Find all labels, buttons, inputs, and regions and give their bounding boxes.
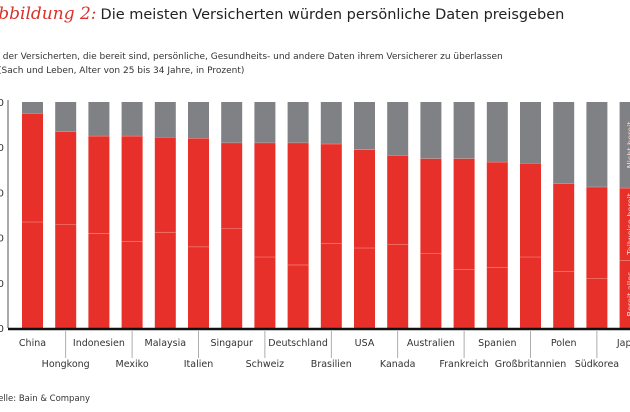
x-category-label: Frankreich [439,359,488,370]
bar-segment-bereit-alles [420,253,442,328]
bar-segment-bereit-alles [320,243,342,328]
bar-segment-nicht-bereit [55,102,77,132]
bar-segment-bereit-alles [154,231,176,328]
y-tick-label: 40 [0,234,4,245]
legend-label: Teilweise bereit [626,193,630,256]
bar-segment-nicht-bereit [154,102,176,138]
y-tick-label: 80 [0,143,4,154]
x-category-label: Polen [551,338,577,349]
bar-segment-teilweise-bereit [520,163,541,257]
bar-segment-bereit-alles [55,224,77,328]
x-category-label: Japan [616,338,630,349]
bar-segment-bereit-alles [619,260,630,328]
x-category-label: Singapur [210,338,253,349]
bar-segment-nicht-bereit [553,102,575,184]
x-category-label: Malaysia [145,338,187,349]
y-tick-label: 60 [0,188,4,199]
bar-segment-teilweise-bereit [221,142,243,229]
legend-label: Nicht bereit [626,122,630,169]
legend-label: Bereit alles [626,272,630,317]
bar-segment-teilweise-bereit [287,142,309,265]
bar-segment-teilweise-bereit [55,131,77,225]
bar-segment-nicht-bereit [387,102,409,156]
bar-segment-nicht-bereit [354,102,375,150]
bar-segment-nicht-bereit [453,102,475,159]
x-category-label: Indonesien [73,338,125,349]
bar-segment-bereit-alles [221,228,243,328]
bar-segment-nicht-bereit [221,102,243,143]
bar-segment-bereit-alles [453,269,475,328]
bar-segment-nicht-bereit [586,102,608,187]
subtitle-line-2: (Sach und Leben, Alter von 25 bis 34 Jah… [0,66,245,76]
bar-segment-teilweise-bereit [453,158,475,270]
bar-segment-bereit-alles [520,256,541,328]
bar-segment-nicht-bereit [254,102,276,143]
bar-segment-nicht-bereit [320,102,342,144]
x-category-label: Hongkong [42,359,90,370]
x-category-label: Brasilien [311,359,352,370]
bar-segment-bereit-alles [354,247,375,328]
bar-segment-bereit-alles [254,256,276,328]
bar-segment-teilweise-bereit [553,183,575,272]
bar-segment-teilweise-bereit [387,155,409,245]
bar-segment-teilweise-bereit [121,135,143,241]
bar-segment-teilweise-bereit [88,135,110,234]
y-tick-label: 0 [0,324,4,335]
bar-segment-teilweise-bereit [354,149,375,248]
chart-title: Abbildung 2:Die meisten Versicherten wür… [0,4,564,24]
x-category-label: Spanien [478,338,516,349]
bar-segment-bereit-alles [287,264,309,328]
y-tick-label: 20 [0,279,4,290]
y-tick-label: 100 [0,98,4,109]
bar-segment-teilweise-bereit [320,143,342,244]
bar-segment-teilweise-bereit [486,161,508,267]
x-category-label: China [19,338,46,349]
bar-segment-bereit-alles [586,278,608,328]
bar-segment-teilweise-bereit [188,138,209,247]
bar-segment-nicht-bereit [520,102,541,164]
x-category-label: Australien [407,338,455,349]
bar-segment-nicht-bereit [88,102,110,136]
bar-segment-bereit-alles [121,240,143,328]
bar-segment-bereit-alles [22,221,43,328]
bar-segment-teilweise-bereit [420,158,442,254]
bar-segment-bereit-alles [88,233,110,328]
x-category-label: Schweiz [246,359,285,370]
x-category-label: Südkorea [575,359,619,370]
bar-segment-nicht-bereit [287,102,309,143]
x-category-label: Deutschland [268,338,328,349]
bar-segment-teilweise-bereit [619,187,630,261]
figure-label: Abbildung 2: [0,4,97,24]
bar-segment-bereit-alles [486,266,508,328]
x-category-label: USA [355,338,375,349]
bar-segment-teilweise-bereit [586,186,608,279]
bar-segment-nicht-bereit [486,102,508,162]
subtitle-line-1: Anteil der Versicherten, die bereit sind… [0,52,503,62]
source-note: Quelle: Bain & Company [0,394,91,404]
bar-segment-nicht-bereit [420,102,442,159]
bar-segment-bereit-alles [387,244,409,328]
bar-segment-nicht-bereit [121,102,143,136]
x-category-label: Italien [184,359,214,370]
x-category-label: Mexiko [116,359,149,370]
bar-segment-nicht-bereit [188,102,209,139]
bar-segment-nicht-bereit [619,102,630,188]
bar-segment-bereit-alles [188,246,209,328]
bar-segment-teilweise-bereit [254,142,276,257]
bar-segment-bereit-alles [553,271,575,328]
title-text: Die meisten Versicherten würden persönli… [100,7,565,23]
bar-segment-nicht-bereit [22,102,43,114]
bar-segment-teilweise-bereit [22,113,43,222]
x-category-label: Kanada [380,359,416,370]
x-category-label: Großbritannien [495,359,567,370]
bar-segment-teilweise-bereit [154,137,176,232]
